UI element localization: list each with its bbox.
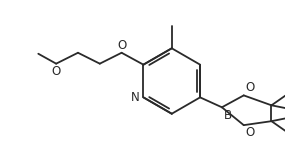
- Text: B: B: [224, 109, 232, 122]
- Text: N: N: [131, 91, 140, 104]
- Text: O: O: [246, 81, 255, 94]
- Text: O: O: [117, 39, 126, 52]
- Text: O: O: [51, 65, 61, 78]
- Text: O: O: [246, 126, 255, 139]
